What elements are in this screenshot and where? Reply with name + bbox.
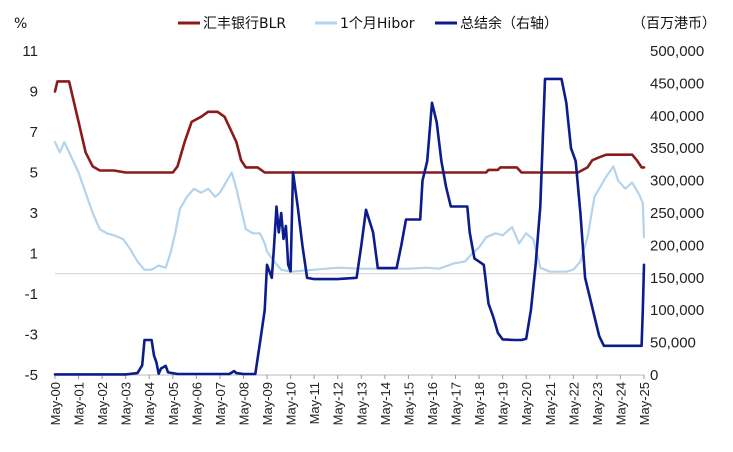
- left-tick-label: -5: [25, 367, 38, 384]
- right-tick-label: 0: [650, 367, 658, 384]
- x-tick-label: May-21: [543, 382, 558, 425]
- left-tick-label: 1: [30, 246, 38, 263]
- right-axis-unit: （百万港币）: [632, 16, 716, 32]
- left-tick-label: 5: [30, 165, 38, 182]
- x-tick-label: May-15: [401, 382, 416, 425]
- right-tick-label: 200,000: [650, 237, 704, 254]
- x-tick-label: May-22: [566, 382, 581, 425]
- left-tick-label: 9: [30, 84, 38, 101]
- x-tick-label: May-10: [284, 382, 299, 425]
- x-tick-label: May-08: [236, 382, 251, 425]
- legend-label-hibor: 1个月Hibor: [340, 16, 415, 32]
- legend-label-blr: 汇丰银行BLR: [203, 16, 286, 32]
- left-axis-unit: %: [14, 16, 27, 32]
- series-line-blr: [53, 80, 646, 174]
- x-tick-label: May-05: [166, 382, 181, 425]
- left-tick-label: -1: [25, 286, 38, 303]
- left-tick-label: 7: [30, 124, 38, 141]
- left-tick-label: -3: [25, 327, 38, 344]
- plot-area: [53, 77, 646, 376]
- x-tick-label: May-17: [449, 382, 464, 425]
- x-tick-label: May-12: [331, 382, 346, 425]
- x-tick-label: May-03: [119, 382, 134, 425]
- x-tick-label: May-14: [378, 382, 393, 425]
- left-tick-label: 3: [30, 205, 38, 222]
- right-tick-label: 300,000: [650, 173, 704, 190]
- x-tick-label: May-19: [496, 382, 511, 425]
- x-tick-label: May-24: [613, 382, 628, 425]
- x-tick-label: May-02: [95, 382, 110, 425]
- x-tick-label: May-00: [48, 382, 63, 425]
- legend: 汇丰银行BLR 1个月Hibor 总结余（右轴）: [178, 15, 558, 32]
- x-tick-label: May-01: [72, 382, 87, 425]
- axes: 11 9 7 5 3 1 -1 -3 -5 500,000 450,000 400,000 350,00…: [22, 43, 704, 425]
- right-tick-label: 250,000: [650, 205, 704, 222]
- x-tick-label: May-23: [590, 382, 605, 425]
- x-tick-label: May-13: [354, 382, 369, 425]
- right-tick-label: 500,000: [650, 43, 704, 60]
- left-tick-label: 11: [22, 43, 38, 60]
- right-tick-label: 100,000: [650, 302, 704, 319]
- legend-label-balance: 总结余（右轴）: [460, 15, 558, 32]
- x-tick-label: May-06: [189, 382, 204, 425]
- right-tick-label: 350,000: [650, 140, 704, 157]
- right-tick-label: 50,000: [650, 335, 696, 352]
- right-tick-label: 150,000: [650, 270, 704, 287]
- x-tick-label: May-07: [213, 382, 228, 425]
- x-tick-label: May-20: [519, 382, 534, 425]
- x-tick-label: May-11: [307, 382, 322, 424]
- x-tick-label: May-25: [637, 382, 652, 425]
- x-tick-label: May-09: [260, 382, 275, 425]
- series-line-balance: [53, 77, 646, 376]
- right-tick-label: 450,000: [650, 75, 704, 92]
- x-tick-label: May-04: [142, 382, 157, 425]
- x-tick-label: May-16: [425, 382, 440, 425]
- right-tick-label: 400,000: [650, 108, 704, 125]
- x-tick-label: May-18: [472, 382, 487, 425]
- series-line-hibor: [53, 141, 646, 273]
